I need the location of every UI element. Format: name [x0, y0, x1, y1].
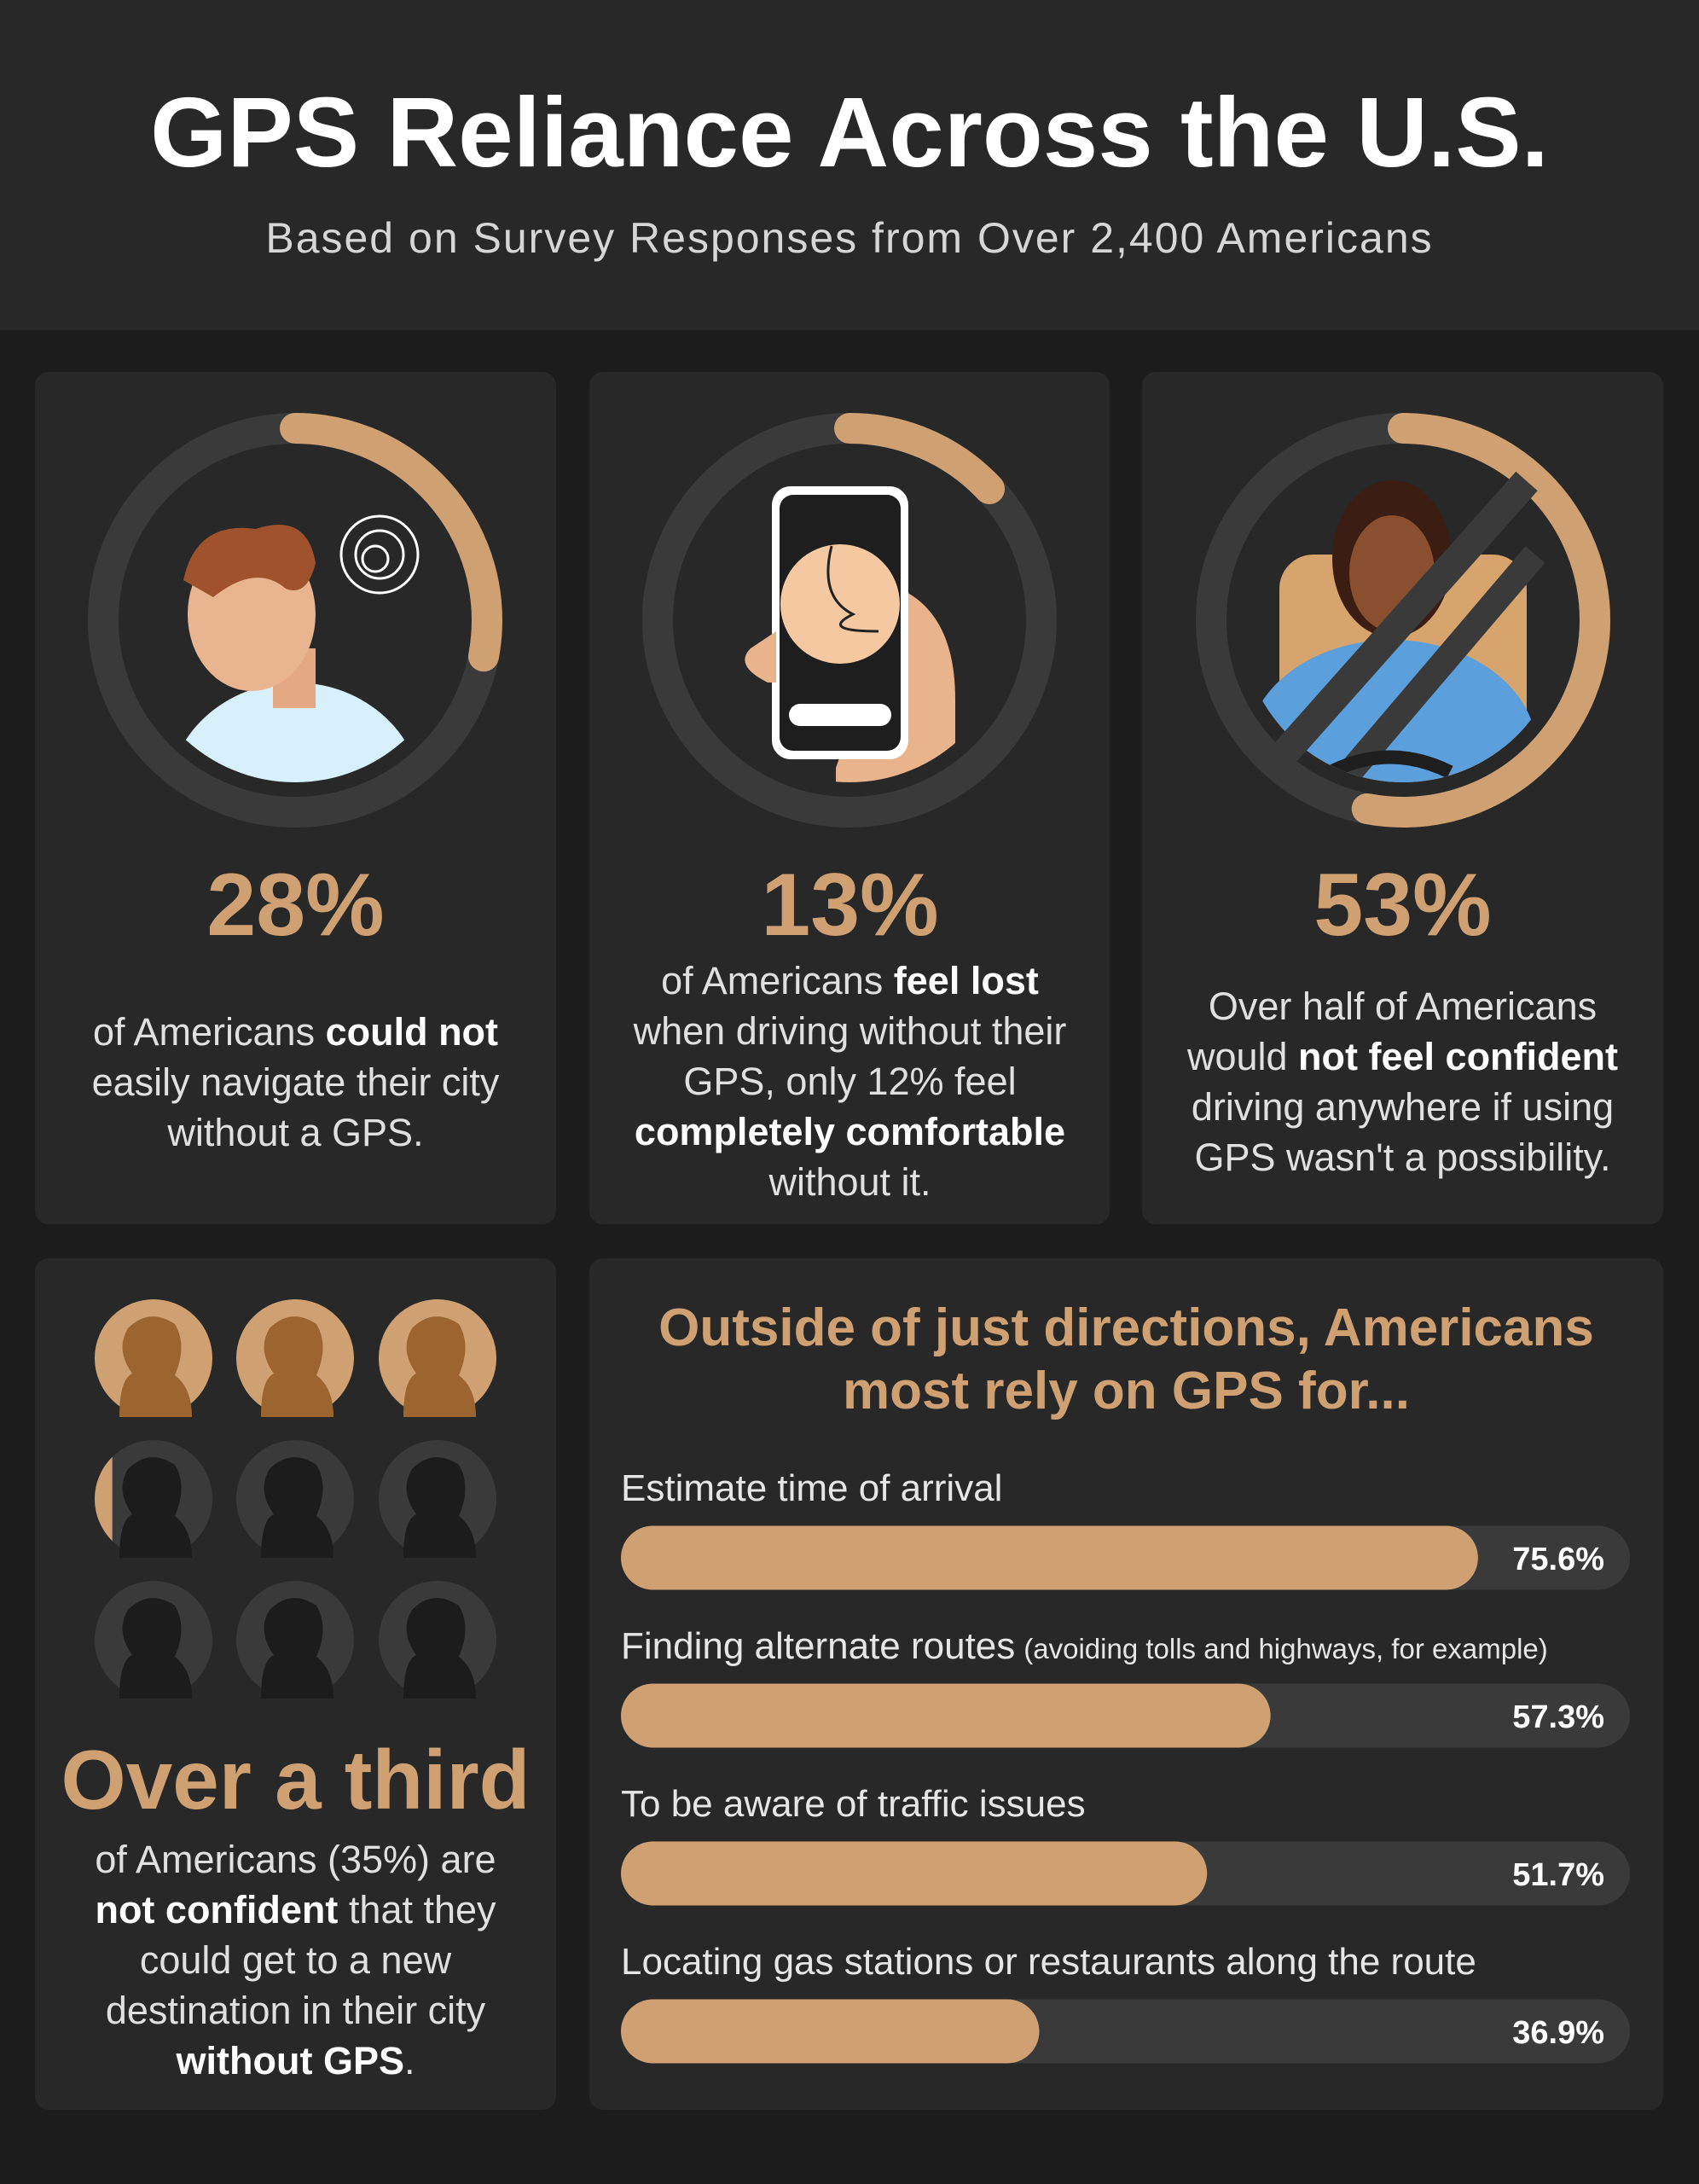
illustration — [745, 486, 955, 782]
category-label: Locating gas stations or restaurants alo… — [621, 1941, 1476, 1984]
person-icon — [95, 1440, 212, 1558]
icon-head — [261, 1316, 333, 1417]
icon-head — [261, 1598, 333, 1699]
chart-title: Outside of just directions, Americans mo… — [658, 1298, 1594, 1420]
illustration — [167, 514, 423, 782]
value-label: 36.9% — [1512, 2015, 1604, 2051]
person-icon — [236, 1581, 354, 1699]
icon-fill — [95, 1299, 212, 1417]
category-note: (avoiding tolls and highways, for exampl… — [1023, 1633, 1548, 1664]
text-segment: . — [403, 2039, 415, 2082]
category-text: Locating gas stations or restaurants alo… — [621, 1941, 1476, 1983]
slash — [1268, 471, 1538, 770]
text-segment: when driving without their GPS, only 12%… — [633, 1009, 1067, 1103]
icon-fill — [95, 1456, 113, 1542]
bar — [621, 1525, 1478, 1590]
text-segment: that they could get to a new destination… — [105, 1888, 496, 2032]
person-icon — [236, 1299, 354, 1417]
person-icon — [379, 1581, 496, 1699]
stat-value: 53% — [1313, 856, 1492, 955]
text-segment: of Americans — [661, 959, 894, 1002]
text-segment: not feel confident — [1298, 1035, 1619, 1078]
text-segment: of Americans — [92, 1010, 326, 1054]
icon-head — [403, 1598, 476, 1699]
ring-progress — [1196, 413, 1610, 828]
icon-head — [119, 1598, 192, 1699]
text-segment: Over half of Americans would — [1186, 985, 1598, 1078]
text-segment: driving anywhere if using GPS wasn't a p… — [1191, 1085, 1615, 1179]
value-label: 51.7% — [1512, 1857, 1604, 1893]
icon-fill — [236, 1299, 354, 1417]
text-segment: easily navigate their city without a GPS… — [91, 1060, 500, 1154]
icon-head — [119, 1316, 192, 1417]
category-text: Estimate time of arrival — [621, 1467, 1003, 1509]
third-text: of Americans (35%) are not confident tha… — [69, 1834, 522, 2086]
icon-head — [403, 1316, 476, 1417]
person-icon — [95, 1299, 212, 1417]
subtitle: Based on Survey Responses from Over 2,40… — [265, 214, 1434, 262]
person-icon — [236, 1440, 354, 1558]
stat-text: Over half of Americans would not feel co… — [1176, 981, 1629, 1182]
ring-progress — [642, 413, 1057, 828]
icon-head — [261, 1457, 333, 1558]
stat-value: 13% — [761, 856, 939, 955]
category-text: Finding alternate routes — [621, 1625, 1016, 1667]
stat-text: of Americans feel lost when driving with… — [623, 956, 1076, 1207]
person-icon — [95, 1581, 212, 1699]
text-segment: feel lost — [893, 959, 1039, 1002]
icon-head — [119, 1457, 192, 1558]
stat-value: 28% — [206, 856, 385, 955]
category-label: To be aware of traffic issues — [621, 1783, 1086, 1826]
icon-head — [403, 1457, 476, 1558]
text-segment: not confident — [95, 1888, 339, 1931]
bar — [621, 1999, 1040, 2064]
text-segment: without it. — [768, 1160, 931, 1204]
icon-fill — [379, 1299, 496, 1417]
text-segment: completely comfortable — [634, 1110, 1066, 1153]
bar — [621, 1683, 1271, 1748]
header — [0, 0, 1699, 330]
value-label: 75.6% — [1512, 1542, 1604, 1577]
text-segment: of Americans (35%) are — [95, 1838, 496, 1881]
stat-text: of Americans could not easily navigate t… — [69, 1007, 522, 1158]
ring-progress — [88, 413, 502, 828]
bar — [621, 1841, 1208, 1906]
category-text: To be aware of traffic issues — [621, 1783, 1086, 1825]
category-label: Finding alternate routes (avoiding tolls … — [621, 1625, 1548, 1668]
third-headline: Over a third — [61, 1733, 531, 1827]
person-icon — [379, 1440, 496, 1558]
text-segment: without GPS — [176, 2039, 404, 2082]
icon-bg — [95, 1456, 113, 1542]
title: GPS Reliance Across the U.S. — [150, 77, 1549, 188]
value-label: 57.3% — [1512, 1699, 1604, 1735]
category-label: Estimate time of arrival — [621, 1467, 1002, 1510]
person-icon — [379, 1299, 496, 1417]
text-segment: could not — [325, 1010, 499, 1054]
